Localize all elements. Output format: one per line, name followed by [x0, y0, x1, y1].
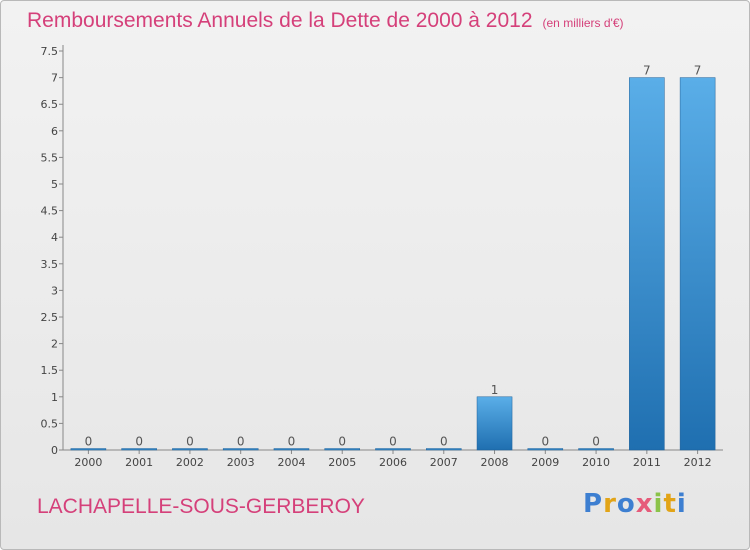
x-tick-label: 2007	[430, 456, 458, 469]
bar	[426, 448, 462, 451]
y-tick-label: 3	[51, 284, 58, 297]
x-tick-label: 2004	[277, 456, 305, 469]
x-tick-label: 2012	[684, 456, 712, 469]
data-label: 0	[85, 435, 93, 449]
x-tick-label: 2005	[328, 456, 356, 469]
data-label: 7	[643, 64, 651, 78]
y-tick-label: 2	[51, 338, 58, 351]
x-tick-label: 2003	[227, 456, 255, 469]
x-tick-label: 2000	[74, 456, 102, 469]
bars-group	[70, 77, 716, 451]
bar	[578, 448, 614, 451]
y-tick-label: 2.5	[41, 311, 59, 324]
data-label: 7	[694, 64, 702, 78]
bar	[273, 448, 310, 451]
bar	[121, 448, 157, 451]
data-label: 0	[440, 435, 448, 449]
bar	[679, 77, 716, 451]
data-label: 0	[135, 435, 143, 449]
x-tick-label: 2002	[176, 456, 204, 469]
bar	[222, 448, 259, 451]
y-tick-label: 6	[51, 125, 58, 138]
data-label: 1	[491, 383, 499, 397]
y-tick-label: 5	[51, 178, 58, 191]
x-tick-label: 2008	[481, 456, 509, 469]
x-tick-label: 2011	[633, 456, 661, 469]
data-label: 0	[186, 435, 194, 449]
bar	[527, 448, 564, 451]
data-label: 0	[237, 435, 245, 449]
bar	[70, 448, 107, 451]
data-label: 0	[592, 435, 600, 449]
data-label: 0	[288, 435, 296, 449]
bar	[172, 448, 208, 451]
bar	[375, 448, 411, 451]
y-tick-label: 4.5	[41, 205, 59, 218]
labels-group: 2000 0 2001 0 2002 0 2003 0 2004 0 2005 0 2006 0 2007 0…	[74, 64, 711, 469]
y-tick-label: 3.5	[41, 258, 59, 271]
axes: 0 0.5 1 1.5 2 2.5 3 3.5 4 4.5 5 5.5 6 6.5 7 7.5	[41, 45, 723, 457]
bar	[476, 396, 513, 451]
y-tick-label: 7.5	[41, 45, 59, 58]
data-label: 0	[541, 435, 549, 449]
y-tick-label: 1.5	[41, 364, 59, 377]
x-tick-label: 2010	[582, 456, 610, 469]
y-tick-label: 0	[51, 444, 58, 457]
bar	[629, 77, 665, 451]
data-label: 0	[338, 435, 346, 449]
commune-name: LACHAPELLE-SOUS-GERBEROY	[37, 495, 365, 518]
y-tick-label: 1	[51, 391, 58, 404]
y-tick-label: 4	[51, 231, 58, 244]
bar	[324, 448, 360, 451]
y-tick-label: 7	[51, 72, 58, 85]
chart-subtitle: (en milliers d'€)	[542, 16, 624, 30]
x-tick-label: 2009	[531, 456, 559, 469]
x-tick-label: 2006	[379, 456, 407, 469]
chart-title: Remboursements Annuels de la Dette de 20…	[27, 9, 624, 33]
chart-title-text: Remboursements Annuels de la Dette de 20…	[27, 9, 533, 32]
proxiti-logo: Proxiti	[583, 489, 687, 519]
x-tick-label: 2001	[125, 456, 153, 469]
y-tick-label: 0.5	[41, 417, 59, 430]
data-label: 0	[389, 435, 397, 449]
y-tick-label: 6.5	[41, 98, 59, 111]
y-tick-label: 5.5	[41, 151, 59, 164]
